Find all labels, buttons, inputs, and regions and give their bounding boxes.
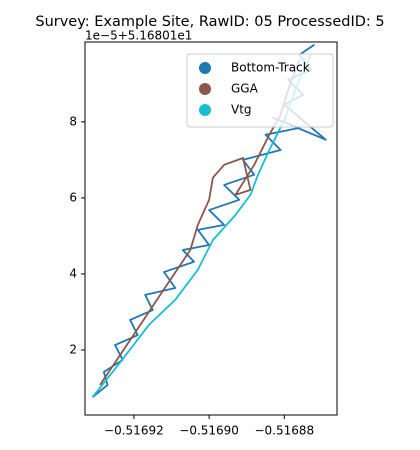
legend-label: Bottom-Track (231, 61, 310, 75)
chart-title: Survey: Example Site, RawID: 05 Processe… (35, 14, 384, 30)
legend-label: Vtg (231, 103, 252, 117)
y-tick-label: 8 (69, 114, 77, 128)
y-tick-label: 4 (69, 266, 77, 280)
legend-marker (199, 83, 211, 95)
plot-frame (84, 41, 338, 416)
y-offset-label: 1e−5+5.16801e1 (85, 29, 192, 43)
y-tick-label: 2 (69, 342, 77, 356)
x-tick-label: −0.51690 (179, 424, 239, 438)
x-tick-label: −0.51688 (254, 424, 314, 438)
y-tick-label: 6 (69, 190, 77, 204)
legend-marker (199, 104, 211, 116)
legend-box (186, 53, 334, 128)
legend-marker (199, 62, 211, 74)
x-tick-label: −0.51692 (104, 424, 164, 438)
legend-label: GGA (231, 82, 259, 96)
